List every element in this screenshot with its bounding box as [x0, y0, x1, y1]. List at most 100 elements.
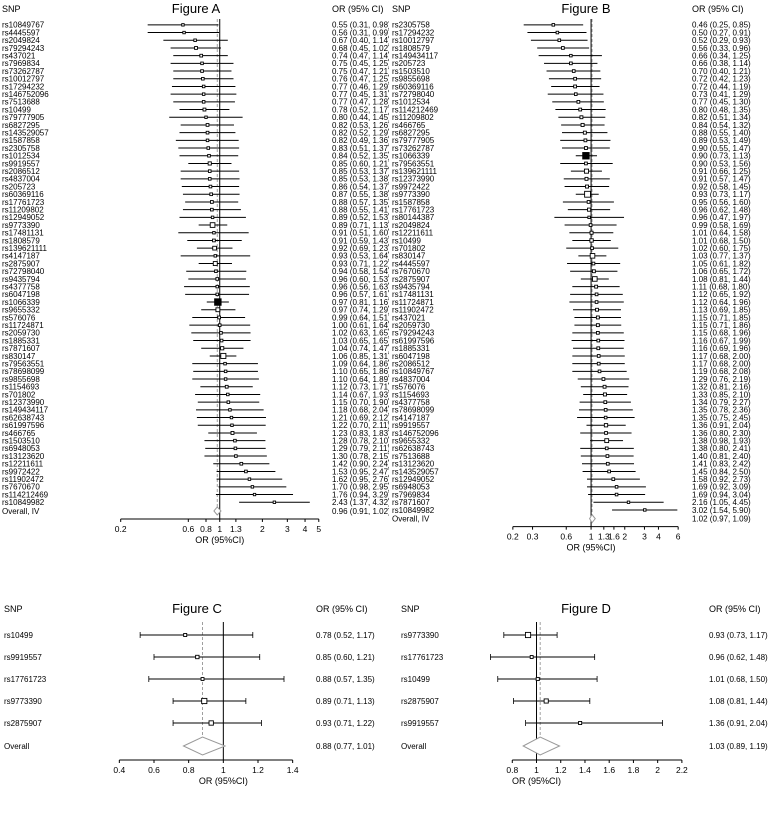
or-ci-value: 1.10 (0.65, 1.86) [332, 367, 389, 376]
point-estimate [561, 46, 565, 50]
snp-label: rs1503510 [392, 67, 430, 76]
or-ci-value: 1.69 (0.94, 3.04) [692, 490, 751, 499]
point-estimate [244, 469, 248, 474]
or-ci-value: 1.05 (0.61, 1.82) [692, 259, 751, 268]
or-ci-value: 0.67 (0.40, 1.14) [332, 36, 389, 45]
or-ci-value: 1.10 (0.64, 1.89) [332, 375, 389, 384]
snp-label: rs437021 [392, 313, 426, 322]
snp-label: rs2086512 [2, 167, 40, 176]
or-ci-value: 0.46 (0.25, 0.85) [692, 21, 751, 30]
snp-label: rs2049824 [2, 36, 40, 45]
point-estimate [223, 377, 228, 381]
snp-label: rs9919557 [392, 421, 430, 430]
or-ci-value: 0.99 (0.64, 1.51) [332, 313, 389, 322]
snp-label: rs114212469 [392, 105, 439, 114]
or-ci-value: 0.68 (0.45, 1.02) [332, 44, 389, 53]
overall-value: 1.02 (0.97, 1.09) [692, 515, 751, 524]
x-tick-label: 6 [676, 532, 681, 542]
overall-value: 0.96 (0.91, 1.02) [332, 507, 389, 516]
snp-label: rs10499 [2, 105, 31, 114]
snp-label: rs60369116 [2, 190, 44, 199]
point-estimate [230, 423, 234, 427]
or-ci-value: 0.96 (0.57, 1.61) [332, 290, 389, 299]
snp-label: rs9773390 [2, 221, 40, 230]
or-ci-value: 0.99 (0.58, 1.69) [692, 221, 751, 230]
point-estimate [603, 400, 608, 404]
or-ci-value: 0.66 (0.34, 1.25) [692, 52, 751, 61]
or-ci-value: 1.21 (0.69, 2.12) [332, 413, 389, 422]
snp-label: rs143529057 [392, 467, 439, 476]
or-ci-value: 0.55 (0.31, 0.98) [332, 21, 389, 30]
point-estimate [228, 408, 232, 412]
forest-plot-c: SNP OR (95% CI) Figure C rs10499 0.78 (0.52,… [0, 600, 389, 826]
x-tick-label: 1 [534, 765, 539, 775]
point-estimate [529, 655, 534, 659]
snp-label: rs9773390 [392, 190, 430, 199]
point-estimate [626, 500, 631, 504]
snp-label: rs79563551 [392, 159, 435, 168]
chart-title: Figure A [172, 1, 221, 16]
point-estimate [587, 215, 591, 220]
or-ci-value: 0.73 (0.41, 1.29) [692, 90, 751, 99]
point-estimate [205, 123, 210, 127]
point-estimate [212, 245, 217, 251]
or-ci-value: 1.18 (0.68, 2.04) [332, 406, 389, 415]
point-estimate [224, 384, 229, 389]
snp-label: rs11902472 [392, 306, 434, 315]
point-estimate [219, 331, 223, 335]
point-estimate [582, 130, 587, 135]
or-ci-value: 1.19 (0.68, 2.08) [692, 367, 751, 376]
point-estimate [611, 477, 616, 481]
or-ci-value: 0.85 (0.60, 1.21) [332, 159, 389, 168]
snp-label: rs13123620 [2, 452, 45, 461]
snp-label: rs9655332 [392, 437, 430, 446]
snp-label: rs11902472 [2, 475, 44, 484]
or-ci-value: 1.29 (0.76, 2.19) [692, 375, 751, 384]
snp-label: rs78698099 [392, 406, 435, 415]
x-axis-label: OR (95%CI) [199, 776, 248, 786]
x-tick-label: 0.4 [113, 765, 125, 775]
point-estimate [524, 631, 532, 639]
point-estimate [589, 253, 596, 259]
or-ci-value: 0.88 (0.55, 1.40) [692, 129, 751, 138]
or-ci-value: 1.08 (0.81, 1.44) [692, 275, 751, 284]
or-ci-value: 0.82 (0.53, 1.26) [332, 121, 389, 130]
or-ci-value: 1.33 (0.85, 2.10) [692, 390, 751, 399]
point-estimate [596, 361, 601, 366]
point-estimate [230, 431, 235, 435]
snp-label: rs11209802 [392, 113, 434, 122]
point-estimate [213, 254, 217, 258]
snp-label: rs73262787 [392, 144, 435, 153]
snp-label: rs2059730 [2, 329, 40, 338]
snp-label: rs2875907 [4, 719, 42, 728]
snp-label: rs1154693 [2, 383, 40, 392]
or-ci-value: 0.96 (0.56, 1.63) [332, 283, 389, 292]
forest-svg: SNP OR (95% CI) Figure B rs2305758 0.46 (0.2… [392, 1, 751, 553]
point-estimate [204, 115, 208, 119]
or-ci-value: 0.94 (0.58, 1.54) [332, 267, 389, 276]
or-ci-value: 1.12 (0.73, 1.71) [332, 383, 389, 392]
snp-label: rs149434117 [392, 52, 439, 61]
point-estimate [602, 384, 607, 389]
or-ci-value: 0.90 (0.53, 1.56) [692, 159, 751, 168]
point-estimate [202, 107, 207, 112]
or-ci-value: 1.35 (0.75, 2.45) [692, 413, 751, 422]
forest-plot-a: SNP OR (95% CI) Figure A rs10849767 0.55 (0.… [0, 0, 389, 600]
or-ci-value: 1.70 (0.98, 2.95) [332, 483, 389, 492]
snp-label: rs61997596 [392, 336, 435, 345]
point-estimate [205, 138, 210, 143]
or-ci-value: 1.42 (0.90, 2.24) [332, 460, 389, 469]
or-ci-value: 0.77 (0.45, 1.30) [692, 98, 751, 107]
snp-label: rs12949052 [392, 475, 435, 484]
x-tick-label: 1.4 [579, 765, 591, 775]
x-tick-label: 1.4 [287, 765, 299, 775]
point-estimate [210, 215, 215, 220]
x-tick-label: 3 [642, 532, 647, 542]
snp-label: rs9435794 [392, 283, 430, 292]
or-ci-value: 1.08 (0.81, 1.44) [709, 697, 768, 706]
snp-label: rs6827295 [2, 121, 40, 130]
overall-value: 1.03 (0.89, 1.19) [709, 742, 768, 751]
or-ci-value: 0.75 (0.47, 1.21) [332, 67, 389, 76]
or-ci-value: 0.84 (0.54, 1.32) [692, 121, 751, 130]
point-estimate [596, 354, 601, 358]
